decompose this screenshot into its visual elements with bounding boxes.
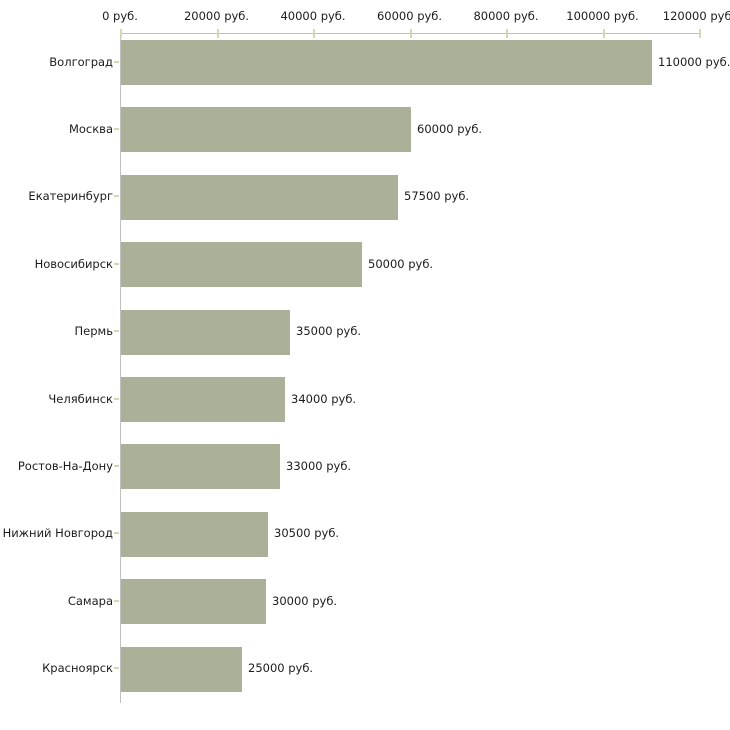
y-axis-tick-mark [114, 195, 119, 198]
bar-value-label: 50000 руб. [368, 256, 434, 271]
category-label: Самара [67, 593, 113, 608]
category-label: Ростов-На-Дону [17, 458, 113, 473]
bar-6 [121, 377, 285, 422]
bar-value-label: 35000 руб. [296, 324, 362, 339]
bar-value-label: 57500 руб. [404, 189, 470, 204]
category-label: Челябинск [48, 391, 113, 406]
bar-2 [121, 107, 411, 153]
bar-value-label: 30500 руб. [274, 526, 340, 541]
bar-value-label: 33000 руб. [286, 458, 352, 473]
bar-7 [121, 444, 280, 490]
y-axis-tick-mark [114, 464, 119, 467]
x-axis-tick-mark [409, 29, 412, 38]
category-label: Новосибирск [34, 256, 113, 271]
x-axis-tick-label: 100000 руб. [566, 9, 639, 23]
bar-3 [121, 174, 398, 220]
bar-value-label: 25000 руб. [248, 661, 314, 676]
x-axis-tick-label: 20000 руб. [183, 9, 250, 23]
x-axis-tick-mark [120, 29, 122, 38]
bar-8 [121, 511, 268, 557]
x-axis-tick-label: 60000 руб. [376, 9, 443, 23]
category-label: Екатеринбург [28, 189, 113, 204]
bar-5 [121, 309, 290, 355]
x-axis-tick-mark [506, 29, 508, 38]
y-axis-tick-mark [114, 667, 119, 670]
category-label: Красноярск [42, 661, 113, 676]
x-axis-tick-label: 0 руб. [102, 9, 138, 23]
bar-1 [121, 40, 652, 85]
bar-10 [121, 646, 242, 692]
y-axis-tick-mark [114, 397, 119, 400]
y-axis-tick-mark [114, 262, 119, 265]
y-axis-tick-mark [114, 599, 119, 602]
bar-value-label: 34000 руб. [291, 391, 357, 406]
bar-value-label: 30000 руб. [272, 593, 338, 608]
bar-value-label: 110000 руб. [658, 54, 730, 69]
x-axis-tick-mark [216, 29, 219, 38]
x-axis-tick-label: 80000 руб. [473, 9, 539, 23]
y-axis-tick-mark [114, 60, 119, 63]
x-axis-tick-mark [699, 29, 701, 38]
category-label: Пермь [74, 324, 113, 339]
x-axis-tick-mark [313, 29, 315, 38]
x-axis-tick-label: 120000 руб. [662, 9, 730, 23]
x-axis-tick-label: 40000 руб. [280, 9, 346, 23]
y-axis-tick-mark [114, 330, 119, 333]
x-axis-tick-mark [602, 29, 605, 38]
plot-area [120, 29, 701, 703]
y-axis-tick-mark [114, 127, 119, 130]
category-label: Москва [68, 121, 113, 136]
bar-9 [121, 579, 266, 625]
bar-4 [121, 242, 362, 288]
category-label: Нижний Новгород [2, 526, 113, 541]
y-axis-tick-mark [114, 532, 119, 535]
category-label: Волгоград [49, 54, 113, 69]
bar-value-label: 60000 руб. [417, 121, 483, 136]
